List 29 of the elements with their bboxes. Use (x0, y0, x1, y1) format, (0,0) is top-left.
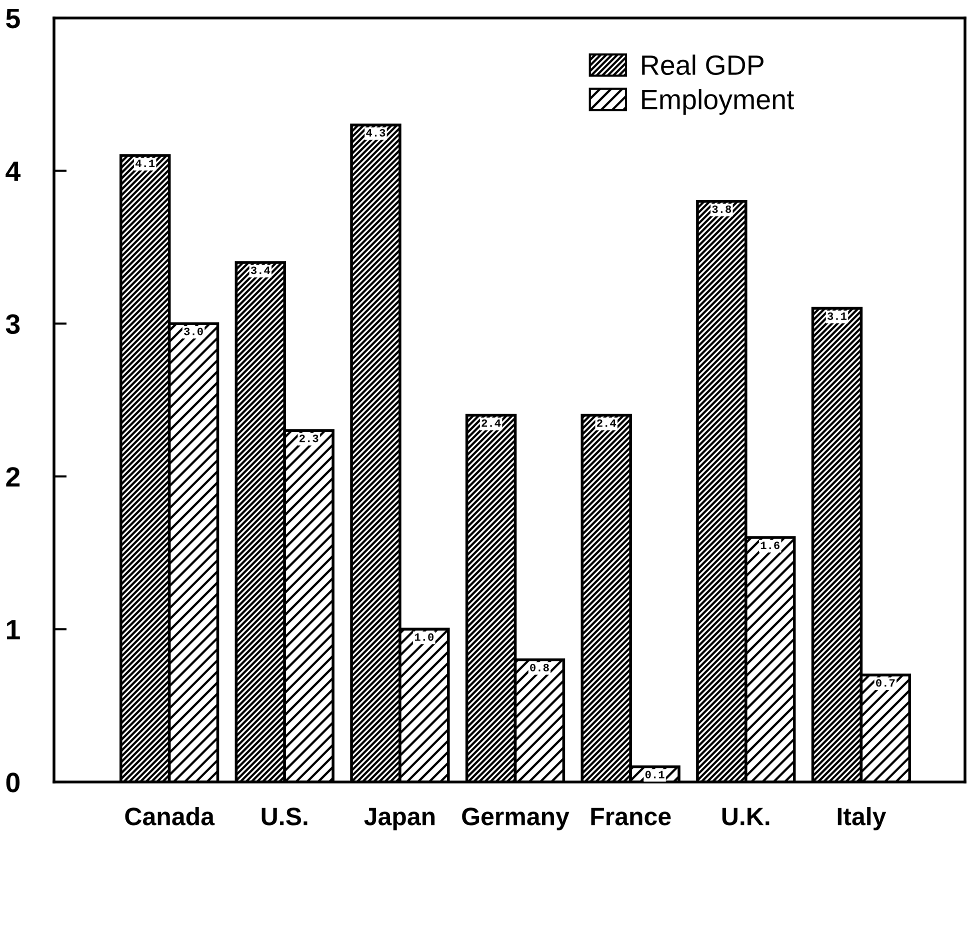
data-label: 3.8 (712, 205, 732, 214)
legend-label: Real GDP (642, 54, 764, 76)
legend-label: Employment (642, 88, 794, 115)
x-tick-label: Japan (364, 808, 435, 830)
y-tick-label: 3 (6, 314, 20, 334)
data-label: 4.3 (366, 129, 386, 137)
data-label: 2.4 (482, 419, 501, 427)
y-tick-label: 2 (6, 467, 20, 486)
y-tick-label: 5 (6, 8, 20, 28)
x-tick-label: U.S. (262, 808, 308, 826)
y-tick-label: 4 (6, 162, 21, 181)
data-label: 4.1 (135, 160, 155, 168)
x-tick-label: France (591, 808, 671, 826)
data-label: 3.1 (828, 312, 847, 320)
y-tick-label: 0 (6, 772, 20, 792)
data-label: 3.0 (184, 328, 203, 336)
data-label: 0.7 (876, 679, 895, 687)
y-tick-label: 1 (6, 620, 20, 640)
x-tick-label: Italy (838, 807, 886, 830)
data-label: 0.8 (530, 664, 549, 672)
data-label: 1.0 (414, 633, 434, 641)
data-label: 3.4 (250, 266, 270, 274)
data-label: 0.1 (645, 770, 664, 778)
data-label: 1.6 (760, 542, 780, 550)
x-tick-label: Germany (462, 808, 570, 830)
data-label: 2.3 (300, 434, 318, 442)
data-label: 2.4 (597, 419, 616, 427)
x-tick-label: Canada (125, 807, 215, 826)
x-tick-label: U.K. (722, 808, 770, 826)
